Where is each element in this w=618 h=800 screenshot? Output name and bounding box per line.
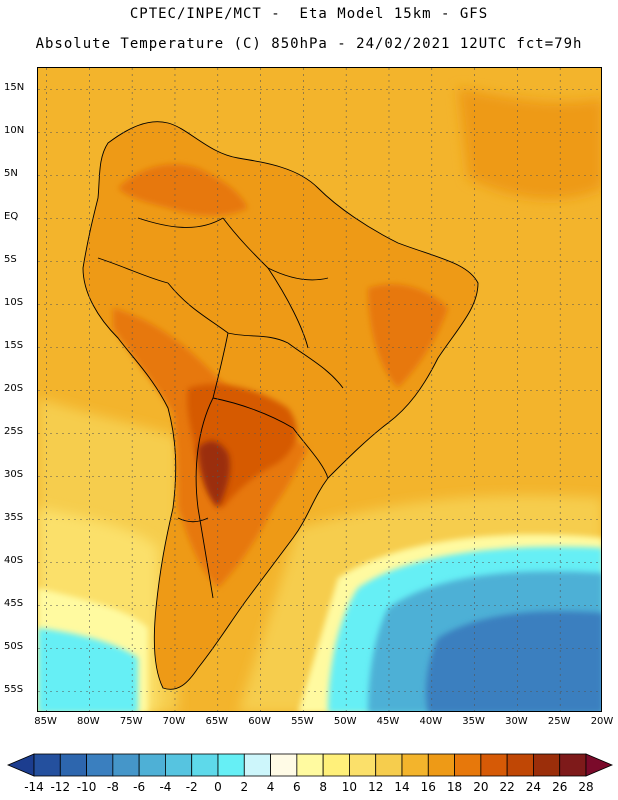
lat-label-15s: 15S bbox=[4, 339, 24, 351]
atlantic-cold-deep bbox=[426, 611, 601, 711]
colorbar-tick-label: 2 bbox=[240, 780, 249, 794]
colorbar-segment bbox=[480, 753, 508, 777]
colorbar-segment bbox=[427, 753, 455, 777]
colorbar-segment bbox=[559, 753, 587, 777]
lon-label-80w: 80W bbox=[77, 716, 100, 727]
colorbar-segment bbox=[533, 753, 561, 777]
lat-label-50s: 50S bbox=[4, 640, 24, 652]
colorbar-right-arrow bbox=[585, 753, 614, 777]
lon-label-60w: 60W bbox=[248, 716, 271, 727]
lat-label-10n: 10N bbox=[4, 124, 25, 136]
east-brazil-hot-zone bbox=[368, 284, 448, 388]
colorbar-tick-label: 18 bbox=[446, 780, 463, 794]
lon-label-35w: 35W bbox=[462, 716, 485, 727]
colorbar-segment bbox=[217, 753, 245, 777]
lat-label-55s: 55S bbox=[4, 683, 24, 695]
colorbar-segment bbox=[165, 753, 193, 777]
colorbar-segment bbox=[86, 753, 114, 777]
colorbar-tick-label: 6 bbox=[293, 780, 301, 794]
colorbar-tick-label: 22 bbox=[499, 780, 515, 794]
map-subtitle: Absolute Temperature (C) 850hPa - 24/02/… bbox=[35, 36, 583, 52]
map-gridlines bbox=[38, 68, 601, 711]
lon-label-45w: 45W bbox=[376, 716, 400, 727]
colorbar-tick-label: 20 bbox=[473, 780, 489, 794]
colorbar-tick-label: 10 bbox=[341, 780, 358, 794]
north-atlantic-warm-area bbox=[458, 88, 601, 199]
colorbar-tick-label: 14 bbox=[394, 780, 410, 794]
lon-label-75w: 75W bbox=[119, 716, 143, 727]
colorbar-tick-label: -8 bbox=[106, 780, 119, 794]
colorbar-tick-label: 26 bbox=[552, 780, 568, 794]
lon-label-50w: 50W bbox=[333, 716, 357, 727]
argentina-hottest-core bbox=[198, 441, 230, 508]
lat-label-30s: 30S bbox=[4, 468, 24, 480]
temperature-colorbar bbox=[6, 753, 614, 777]
map-title: CPTEC/INPE/MCT - Eta Model 15km - GFS bbox=[129, 6, 489, 22]
lon-label-40w: 40W bbox=[419, 716, 443, 727]
colorbar-tick-label: 0 bbox=[214, 780, 222, 794]
lon-label-25w: 25W bbox=[547, 716, 571, 727]
colorbar-tick-label: -6 bbox=[133, 780, 146, 794]
colorbar-segment bbox=[191, 753, 219, 777]
temperature-map bbox=[37, 67, 602, 712]
colorbar-segment bbox=[349, 753, 377, 777]
lat-label-10s: 10S bbox=[4, 296, 24, 308]
colorbar-segment bbox=[270, 753, 298, 777]
colorbar-tick-label: -10 bbox=[76, 780, 97, 794]
colorbar-segment bbox=[112, 753, 140, 777]
colorbar-segment bbox=[59, 753, 87, 777]
colorbar-tick-label: -2 bbox=[185, 780, 198, 794]
lat-label-25s: 25S bbox=[4, 425, 24, 437]
lat-label-5n: 5N bbox=[4, 167, 18, 179]
lat-label-45s: 45S bbox=[4, 597, 24, 609]
lat-label-40s: 40S bbox=[4, 554, 24, 566]
colorbar-tick-label: 4 bbox=[266, 780, 275, 794]
colorbar-segment bbox=[243, 753, 271, 777]
lat-label-15n: 15N bbox=[4, 81, 25, 93]
lon-label-20w: 20W bbox=[590, 716, 614, 727]
colorbar-tick-label: -14 bbox=[24, 780, 44, 794]
colorbar-segment bbox=[401, 753, 429, 777]
lat-label-20s: 20S bbox=[4, 382, 24, 394]
colorbar-tick-label: 28 bbox=[578, 780, 594, 794]
colorbar-segment bbox=[375, 753, 403, 777]
lon-label-70w: 70W bbox=[162, 716, 186, 727]
lat-label-eq: EQ bbox=[4, 210, 19, 222]
colorbar-tick-label: -12 bbox=[50, 780, 71, 794]
colorbar-left-arrow bbox=[6, 753, 35, 777]
colorbar-segment bbox=[33, 753, 61, 777]
colorbar-tick-label: -4 bbox=[159, 780, 172, 794]
colorbar-segment bbox=[322, 753, 350, 777]
colorbar-tick-label: 8 bbox=[319, 780, 327, 794]
colorbar-segment bbox=[296, 753, 324, 777]
lat-label-5s: 5S bbox=[4, 253, 17, 265]
northern-hot-zone bbox=[118, 164, 248, 216]
colorbar-tick-label: 16 bbox=[420, 780, 436, 794]
colorbar-segment bbox=[138, 753, 166, 777]
lon-label-65w: 65W bbox=[205, 716, 229, 727]
colorbar-tick-label: 12 bbox=[368, 780, 384, 794]
lon-label-55w: 55W bbox=[291, 716, 314, 727]
lon-label-85w: 85W bbox=[34, 716, 57, 727]
political-boundaries bbox=[82, 121, 479, 690]
colorbar-segment bbox=[506, 753, 534, 777]
lon-label-30w: 30W bbox=[505, 716, 528, 727]
lat-label-35s: 35S bbox=[4, 511, 24, 523]
colorbar-segment bbox=[454, 753, 482, 777]
colorbar-tick-label: 24 bbox=[525, 780, 542, 794]
